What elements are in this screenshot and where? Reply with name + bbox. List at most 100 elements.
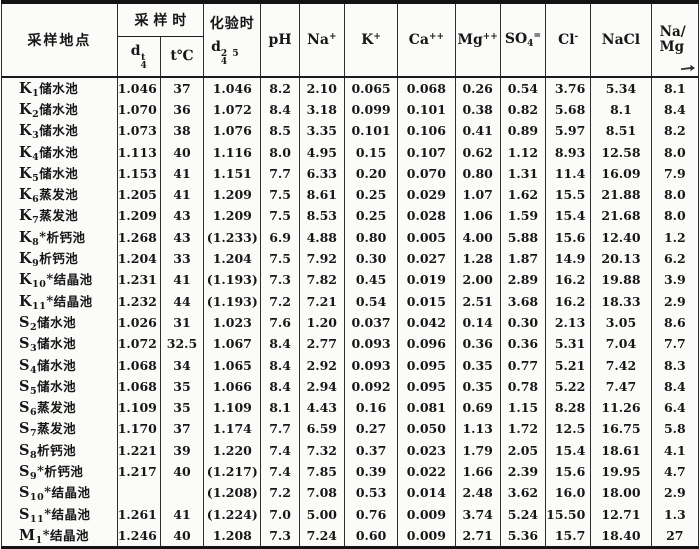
cell-d4t: [116, 482, 161, 504]
cell-na: 7.24: [298, 524, 345, 548]
cell-k: 0.45: [343, 269, 399, 291]
cell-ph: 7.3: [260, 269, 300, 291]
cell-cl: 5.68: [545, 98, 592, 121]
cell-ca: 0.095: [397, 375, 456, 397]
cell-d4t: 1.170: [116, 418, 161, 440]
cell-temp: 31: [159, 311, 205, 334]
cell-d425: (1.208): [203, 482, 262, 504]
cell-d425: 1.067: [203, 333, 262, 355]
cell-cl: 8.93: [545, 141, 592, 163]
scan-artifact-mark: [681, 64, 695, 72]
cell-ph: 8.4: [260, 333, 300, 355]
cell-ph: 7.5: [260, 183, 300, 206]
cell-d425: (1.193): [203, 269, 262, 291]
cell-mg: 0.41: [454, 120, 501, 142]
cell-temp: 40: [159, 460, 205, 483]
cell-k: 0.60: [343, 524, 399, 548]
cell-d425: (1.217): [203, 460, 262, 483]
cell-na-mg: 8.2: [650, 120, 700, 142]
cell-ca: 0.028: [397, 205, 456, 227]
table-row: S11*结晶池 1.261 41 (1.224) 7.0 5.00 0.76 0.009 3.7…: [1, 503, 700, 525]
table-row: M1*结晶池 1.246 40 1.208 7.3 7.24 0.60 0.009 2.71 5.…: [1, 524, 700, 548]
cell-na-mg: 8.0: [650, 141, 700, 163]
cell-cl: 16.2: [545, 269, 592, 291]
cell-nacl: 18.61: [590, 439, 652, 461]
cell-ph: 7.7: [260, 418, 300, 440]
cell-temp: 38: [159, 120, 205, 142]
row-label: K7蒸发池: [1, 205, 118, 227]
cell-d4t: 1.217: [116, 460, 161, 483]
cell-nacl: 12.58: [590, 141, 652, 163]
cell-ca: 0.081: [397, 396, 456, 419]
cell-k: 0.099: [343, 98, 399, 121]
cell-k: 0.16: [343, 396, 399, 419]
cell-nacl: 18.40: [590, 524, 652, 548]
cell-cl: 11.4: [545, 162, 592, 184]
cell-mg: 0.62: [454, 141, 501, 163]
cell-mg: 1.06: [454, 205, 501, 227]
cell-so4: 5.88: [499, 226, 547, 248]
cell-k: 0.25: [343, 183, 399, 206]
cell-mg: 1.66: [454, 460, 501, 483]
cell-na: 7.92: [298, 247, 345, 270]
cell-na: 7.08: [298, 482, 345, 504]
table-row: K6蒸发池 1.205 41 1.209 7.5 8.61 0.25 0.029 1.07 1.6…: [1, 183, 700, 206]
cell-temp: 41: [159, 503, 205, 525]
cell-d4t: 1.026: [116, 311, 161, 334]
row-label: S6蒸发池: [1, 396, 118, 419]
cell-na: 8.61: [298, 183, 345, 206]
cell-ca: 0.022: [397, 460, 456, 483]
cell-nacl: 18.00: [590, 482, 652, 504]
cell-k: 0.30: [343, 247, 399, 270]
table-row: K8*析钙池 1.268 43 (1.233) 6.9 4.88 0.80 0.005 4.00…: [1, 226, 700, 248]
cell-d4t: 1.109: [116, 396, 161, 419]
cell-nacl: 7.47: [590, 375, 652, 397]
table-row: S2储水池 1.026 31 1.023 7.6 1.20 0.037 0.042 0.14 0.…: [1, 311, 700, 334]
cell-k: 0.20: [343, 162, 399, 184]
cell-ca: 0.068: [397, 76, 456, 99]
cell-ca: 0.107: [397, 141, 456, 163]
cell-temp: [159, 482, 205, 504]
table-row: K11*结晶池 1.232 44 (1.193) 7.2 7.21 0.54 0.015 2.5…: [1, 290, 700, 312]
cell-ca: 0.009: [397, 524, 456, 548]
row-label: S8析钙池: [1, 439, 118, 461]
cell-ca: 0.014: [397, 482, 456, 504]
cell-ph: 8.2: [260, 76, 300, 99]
cell-na: 7.32: [298, 439, 345, 461]
cell-nacl: 19.95: [590, 460, 652, 483]
cell-k: 0.15: [343, 141, 399, 163]
cell-ph: 7.6: [260, 311, 300, 334]
cell-ca: 0.095: [397, 354, 456, 376]
cell-mg: 3.74: [454, 503, 501, 525]
cell-na: 7.82: [298, 269, 345, 291]
cell-d4t: 1.209: [116, 205, 161, 227]
cell-cl: 15.6: [545, 226, 592, 248]
cell-temp: 43: [159, 205, 205, 227]
cell-d425: 1.151: [203, 162, 262, 184]
cell-so4: 2.05: [499, 439, 547, 461]
cell-ca: 0.029: [397, 183, 456, 206]
cell-na-mg: 7.9: [650, 162, 700, 184]
cell-cl: 16.0: [545, 482, 592, 504]
col-header-cl: Cl-: [545, 2, 592, 78]
cell-nacl: 7.42: [590, 354, 652, 376]
row-label: S9*析钙池: [1, 460, 118, 483]
cell-cl: 8.28: [545, 396, 592, 419]
cell-d4t: 1.113: [116, 141, 161, 163]
cell-k: 0.80: [343, 226, 399, 248]
cell-mg: 0.38: [454, 98, 501, 121]
cell-mg: 1.13: [454, 418, 501, 440]
table-body: K1储水池 1.046 37 1.046 8.2 2.10 0.065 0.068 0.26 0.…: [1, 76, 700, 548]
cell-d425: 1.076: [203, 120, 262, 142]
cell-d4t: 1.261: [116, 503, 161, 525]
cell-d4t: 1.046: [116, 76, 161, 99]
table-row: K1储水池 1.046 37 1.046 8.2 2.10 0.065 0.068 0.26 0.…: [1, 76, 700, 99]
cell-cl: 15.4: [545, 439, 592, 461]
table-row: K4储水池 1.113 40 1.116 8.0 4.95 0.15 0.107 0.62 1.1…: [1, 141, 700, 163]
cell-d425: 1.109: [203, 396, 262, 419]
cell-na-mg: 8.4: [650, 98, 700, 121]
